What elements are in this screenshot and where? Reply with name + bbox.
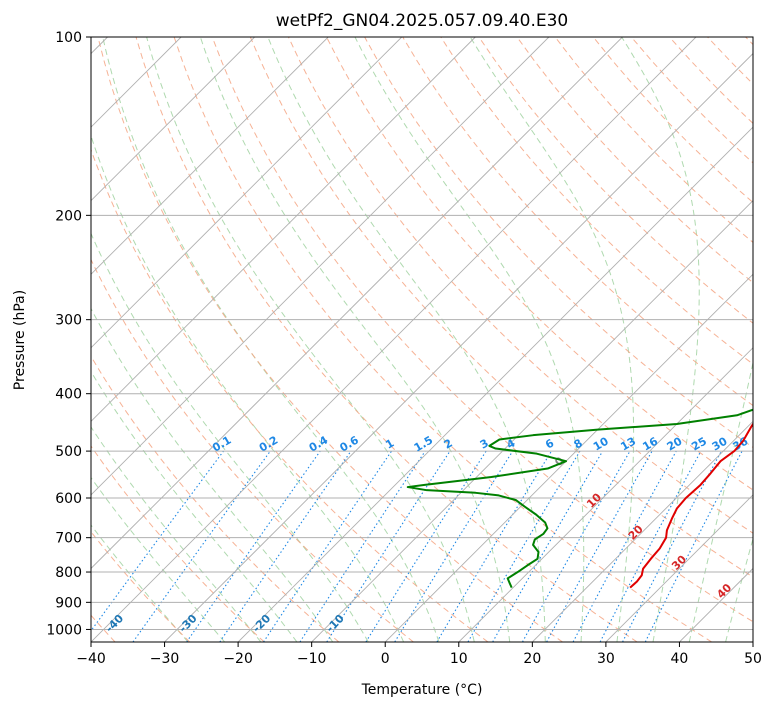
moist-adiabat: [725, 536, 753, 642]
mixing-ratio-line: [263, 450, 392, 642]
x-tick-label: −20: [223, 651, 253, 667]
isotherm-line: [91, 37, 329, 275]
mixing-ratio-line: [326, 450, 451, 642]
isotherm-line: [91, 37, 697, 642]
isotherm-line: [164, 52, 753, 642]
moist-adiabat: [91, 232, 369, 642]
moist-adiabat: [354, 37, 585, 642]
moist-adiabat: [621, 37, 700, 642]
isotherm-line: [311, 200, 753, 642]
mixing-ratio-line: [521, 450, 631, 642]
isotherm-line: [91, 37, 403, 349]
x-tick-label: −10: [297, 651, 327, 667]
mixing-ratio-line: [186, 450, 321, 642]
dry-adiabat: [249, 37, 753, 578]
y-tick-label: 500: [55, 444, 82, 460]
x-tick-label: 30: [597, 651, 615, 667]
y-axis-label: Pressure (hPa): [12, 290, 28, 390]
moist-adiabat: [91, 426, 262, 642]
moist-adiabat: [91, 134, 405, 642]
moist-adiabat: [91, 307, 334, 642]
y-tick-label: 100: [55, 30, 82, 46]
y-tick-label: 200: [55, 208, 82, 224]
y-axis-ticks: 100 200 300 400 500 600 700 800 900 1000: [46, 30, 91, 638]
plot-frame: [90, 36, 754, 643]
moist-adiabat: [146, 37, 475, 642]
dry-adiabat: [173, 37, 713, 642]
isotherm-line: [458, 347, 753, 642]
mixing-ratio-line: [572, 450, 677, 642]
moist-adiabat: [91, 524, 189, 642]
isotherm-line: [91, 37, 623, 570]
y-tick-label: 400: [55, 387, 82, 403]
moist-adiabat: [102, 37, 440, 642]
dry-adiabat: [91, 355, 340, 642]
dry-adiabats: [91, 37, 753, 642]
mixing-ratio-line: [91, 450, 224, 632]
dry-adiabat: [326, 37, 753, 491]
isotherm-line: [237, 126, 753, 642]
isotherm-line: [91, 37, 255, 202]
sounding-series: [406, 408, 753, 589]
x-tick-label: −30: [150, 651, 180, 667]
isotherm-line: [91, 37, 550, 496]
moist-adiabat: [688, 360, 753, 642]
moist-adiabat: [91, 370, 298, 642]
mixing-ratio-line: [299, 450, 426, 642]
dewpoint-profile: [406, 408, 753, 589]
moist-adiabats: [91, 37, 753, 642]
isotherm-grid: [91, 37, 753, 642]
isotherm-line: [605, 494, 753, 642]
dry-adiabat: [97, 37, 563, 642]
x-tick-label: 10: [450, 651, 468, 667]
dry-adiabat: [91, 445, 265, 642]
mixing-ratio-line: [219, 450, 352, 642]
isotherm-line: [91, 37, 476, 422]
y-tick-label: 800: [55, 565, 82, 581]
plot-area: 0.10.20.40.611.52346810131620253036-100-…: [91, 37, 753, 642]
x-axis-label: Temperature (°C): [361, 682, 483, 698]
moist-adiabat: [267, 37, 546, 642]
temperature-profile: [629, 422, 753, 589]
mixing-ratio-line: [644, 450, 743, 642]
x-axis-ticks: −40 −30 −20 −10 0 10 20 30 40 50: [76, 642, 762, 667]
x-tick-label: −40: [76, 651, 106, 667]
moist-adiabat: [91, 476, 226, 642]
dry-adiabat: [211, 37, 753, 623]
y-tick-label: 600: [55, 491, 82, 507]
moist-adiabat: [199, 37, 511, 642]
y-tick-label: 700: [55, 531, 82, 547]
y-tick-label: 300: [55, 313, 82, 329]
dry-adiabat: [287, 37, 753, 534]
y-tick-label: 1000: [46, 622, 82, 638]
dry-adiabat: [91, 258, 414, 642]
dry-adiabat: [135, 37, 638, 642]
x-tick-label: 50: [744, 651, 762, 667]
mixing-ratio-line: [546, 450, 653, 642]
isotherm-line: [384, 273, 753, 642]
y-tick-label: 900: [55, 595, 82, 611]
x-tick-label: 40: [671, 651, 689, 667]
x-tick-label: 0: [381, 651, 390, 667]
x-tick-label: 20: [523, 651, 541, 667]
isotherm-line: [532, 420, 753, 642]
mixing-ratio-line: [132, 450, 271, 642]
chart-title: wetPf2_GN04.2025.057.09.40.E30: [276, 11, 568, 31]
